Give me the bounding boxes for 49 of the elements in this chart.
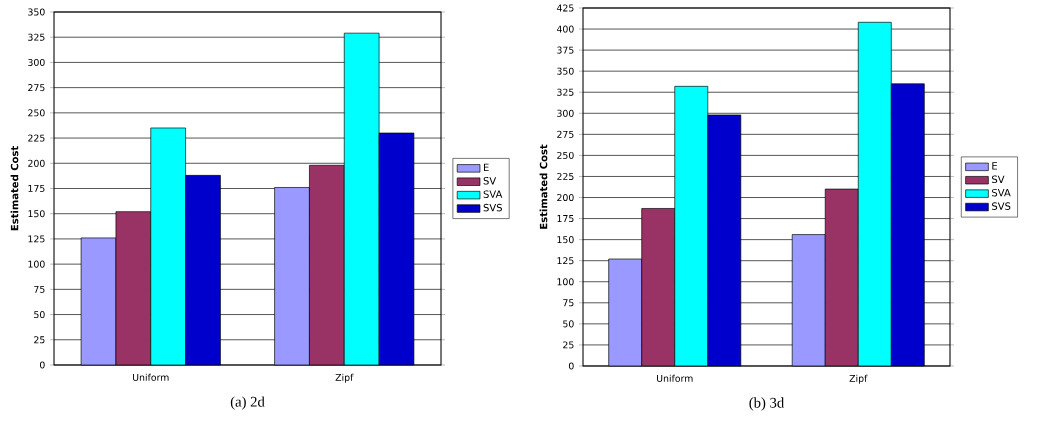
- y-tick-label: 200: [28, 159, 45, 167]
- legend-label: E: [992, 162, 998, 170]
- y-tick-label: 25: [563, 341, 574, 349]
- text: (a) 2d: [230, 396, 265, 410]
- y-tick-label: 125: [557, 257, 574, 265]
- y-tick-label: 125: [28, 235, 45, 243]
- y-tick-label: 200: [557, 193, 574, 202]
- y-tick-label: 225: [557, 172, 574, 180]
- y-tick-label: 300: [28, 58, 45, 66]
- y-tick-label: 325: [28, 33, 45, 41]
- legend-label: E: [483, 163, 489, 171]
- y-tick-label: 0: [568, 362, 574, 370]
- y-tick-label: 50: [34, 311, 45, 319]
- y-tick-label: 250: [557, 151, 574, 159]
- x-tick-label: Uniform: [133, 373, 169, 381]
- legend-label: SVA: [992, 188, 1011, 197]
- y-tick-label: 300: [557, 109, 574, 117]
- y-tick-label: 275: [28, 84, 45, 92]
- y-tick-label: 50: [563, 320, 574, 328]
- legend-label: SVA: [483, 190, 503, 198]
- x-tick-label: Uniform: [657, 374, 693, 382]
- y-tick-label: 175: [28, 185, 45, 192]
- y-axis-title: Estimated Cost: [539, 144, 548, 229]
- y-tick-label: 150: [28, 210, 45, 218]
- y-tick-label: 425: [556, 4, 574, 12]
- y-tick-label: 375: [557, 46, 574, 54]
- y-tick-label: 350: [557, 67, 574, 75]
- y-tick-label: 250: [28, 109, 45, 117]
- text: (b) 3d: [749, 397, 785, 411]
- y-tick-label: 75: [563, 299, 574, 307]
- y-tick-label: 400: [556, 25, 574, 33]
- y-tick-label: 100: [557, 278, 574, 286]
- y-tick-label: 225: [28, 134, 45, 142]
- x-tick-label: Zipf: [849, 374, 868, 384]
- y-tick-label: 25: [34, 336, 45, 344]
- x-tick-label: Zipf: [335, 373, 354, 383]
- y-tick-label: 350: [28, 8, 45, 16]
- y-tick-label: 75: [34, 285, 45, 293]
- y-tick-label: 150: [557, 236, 574, 244]
- y-axis-title: Estimated Cost: [10, 146, 19, 231]
- y-tick-label: 275: [557, 130, 574, 138]
- legend-label: SVS: [483, 203, 502, 212]
- legend-label: SV: [483, 177, 497, 185]
- y-tick-label: 175: [557, 215, 574, 223]
- y-tick-label: 325: [557, 88, 574, 96]
- y-tick-label: 0: [39, 361, 45, 369]
- legend-label: SV: [992, 175, 1005, 184]
- y-tick-label: 100: [28, 260, 45, 268]
- legend-label: SVS: [992, 202, 1011, 210]
